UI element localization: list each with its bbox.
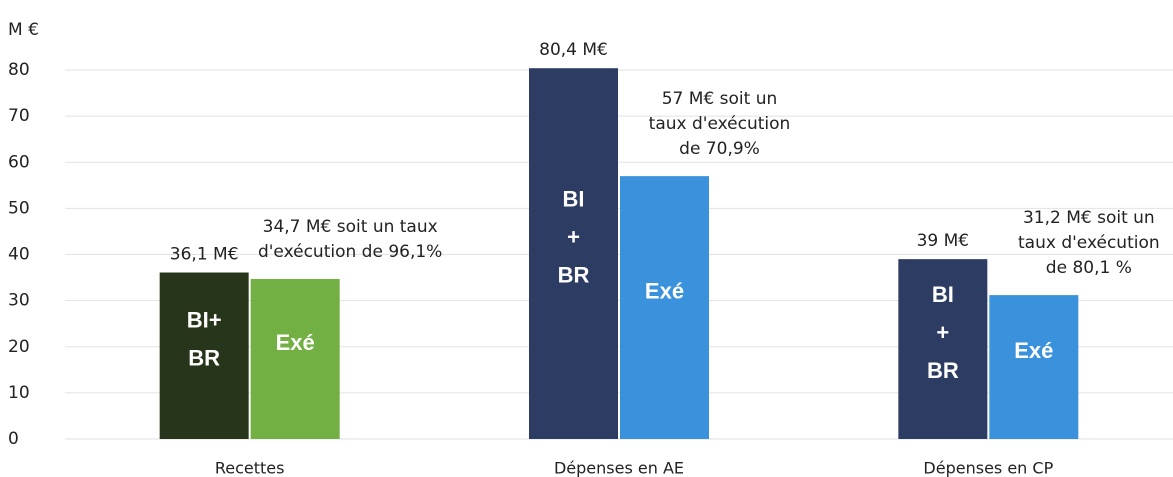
y-tick-label: 80 bbox=[8, 60, 30, 80]
y-tick-label: 10 bbox=[8, 383, 30, 403]
value-label: 31,2 M€ soit un bbox=[1023, 208, 1155, 228]
value-label: d'exécution de 96,1% bbox=[258, 242, 442, 262]
value-label: taux d'exécution bbox=[649, 114, 791, 134]
bar-label: Exé bbox=[276, 330, 315, 355]
bar-label: BI bbox=[563, 186, 585, 211]
y-tick-label: 20 bbox=[8, 337, 30, 357]
bar-label: Exé bbox=[645, 278, 684, 303]
value-label: taux d'exécution bbox=[1018, 233, 1160, 253]
x-tick-label: Dépenses en CP bbox=[923, 459, 1053, 477]
bar bbox=[529, 68, 618, 440]
value-label: 57 M€ soit un bbox=[662, 89, 778, 109]
y-tick-label: 0 bbox=[8, 429, 19, 449]
y-tick-label: 50 bbox=[8, 198, 30, 218]
axis-unit: M € bbox=[8, 20, 39, 40]
y-tick-label: 60 bbox=[8, 152, 30, 172]
bar-label: BR bbox=[927, 358, 959, 383]
x-tick-label: Recettes bbox=[215, 459, 285, 477]
bar bbox=[620, 176, 709, 440]
bar-label: BI bbox=[932, 282, 954, 307]
bar bbox=[159, 272, 249, 439]
bar-label: Exé bbox=[1014, 338, 1053, 363]
bar-label: BR bbox=[558, 262, 590, 287]
value-label: 36,1 M€ bbox=[170, 245, 239, 265]
value-label: de 70,9% bbox=[679, 139, 760, 159]
y-tick-label: 30 bbox=[8, 291, 30, 311]
bar-label: BR bbox=[188, 346, 220, 371]
bar bbox=[989, 295, 1079, 439]
y-tick-label: 70 bbox=[8, 106, 30, 126]
bar-label: + bbox=[567, 224, 580, 249]
x-tick-label: Dépenses en AE bbox=[554, 459, 684, 477]
value-label: 39 M€ bbox=[917, 231, 970, 251]
value-label: 34,7 M€ soit un taux bbox=[263, 217, 438, 237]
bar-label: + bbox=[936, 320, 949, 345]
bar-label: BI+ bbox=[187, 308, 222, 333]
value-label: 80,4 M€ bbox=[539, 40, 608, 60]
bar bbox=[250, 278, 340, 439]
y-tick-label: 40 bbox=[8, 245, 30, 265]
bar bbox=[898, 259, 988, 439]
value-label: de 80,1 % bbox=[1046, 258, 1132, 278]
